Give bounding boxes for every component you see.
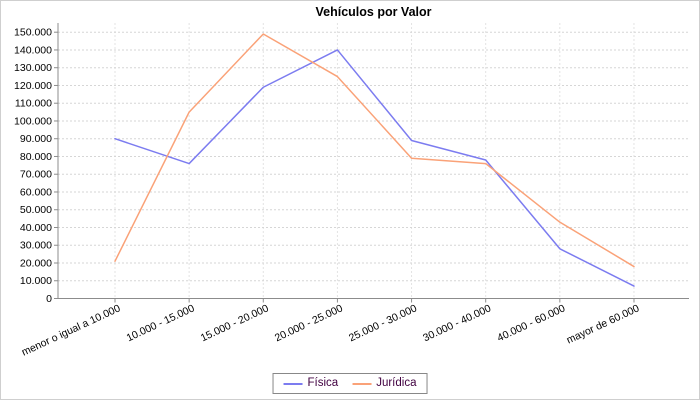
y-tick-label: 120.000 (14, 80, 52, 92)
chart-legend: Física Jurídica (272, 373, 428, 394)
y-tick-label: 140.000 (14, 44, 52, 56)
y-tick-label: 130.000 (14, 62, 52, 74)
y-tick-label: 60.000 (20, 186, 52, 198)
x-category-label: mayor de 60.000 (565, 302, 642, 346)
y-tick-label: 20.000 (20, 257, 52, 269)
y-tick-label: 40.000 (20, 222, 52, 234)
x-category-label: 10.000 - 15.000 (125, 302, 197, 344)
y-tick-label: 50.000 (20, 204, 52, 216)
x-category-label: 15.000 - 20.000 (199, 302, 271, 344)
x-category-label: 20.000 - 25.000 (273, 302, 345, 344)
legend-item-fisica: Física (283, 376, 339, 391)
y-tick-label: 10.000 (20, 275, 52, 287)
y-tick-label: 0 (46, 293, 52, 305)
chart-title: Vehículos por Valor (315, 5, 432, 19)
x-category-label: 40.000 - 60.000 (495, 302, 567, 344)
legend-label-fisica: Física (307, 377, 339, 389)
juridica-line-swatch-icon (352, 382, 372, 385)
y-tick-label: 90.000 (20, 133, 52, 145)
legend-item-juridica: Jurídica (352, 376, 416, 391)
y-tick-label: 70.000 (20, 169, 52, 181)
y-tick-label: 150.000 (14, 27, 52, 39)
y-tick-label: 30.000 (20, 240, 52, 252)
y-tick-label: 100.000 (14, 115, 52, 127)
fisica-line-swatch-icon (283, 382, 303, 385)
y-tick-label: 110.000 (15, 98, 52, 110)
series-line-física (114, 49, 635, 287)
legend-label-juridica: Jurídica (376, 377, 417, 389)
series-line-jurídica (114, 33, 635, 268)
x-category-label: 30.000 - 40.000 (421, 302, 493, 344)
y-tick-label: 80.000 (20, 151, 52, 163)
x-category-label: menor o igual a 10.000 (20, 302, 123, 358)
x-category-label: 25.000 - 30.000 (347, 302, 419, 344)
